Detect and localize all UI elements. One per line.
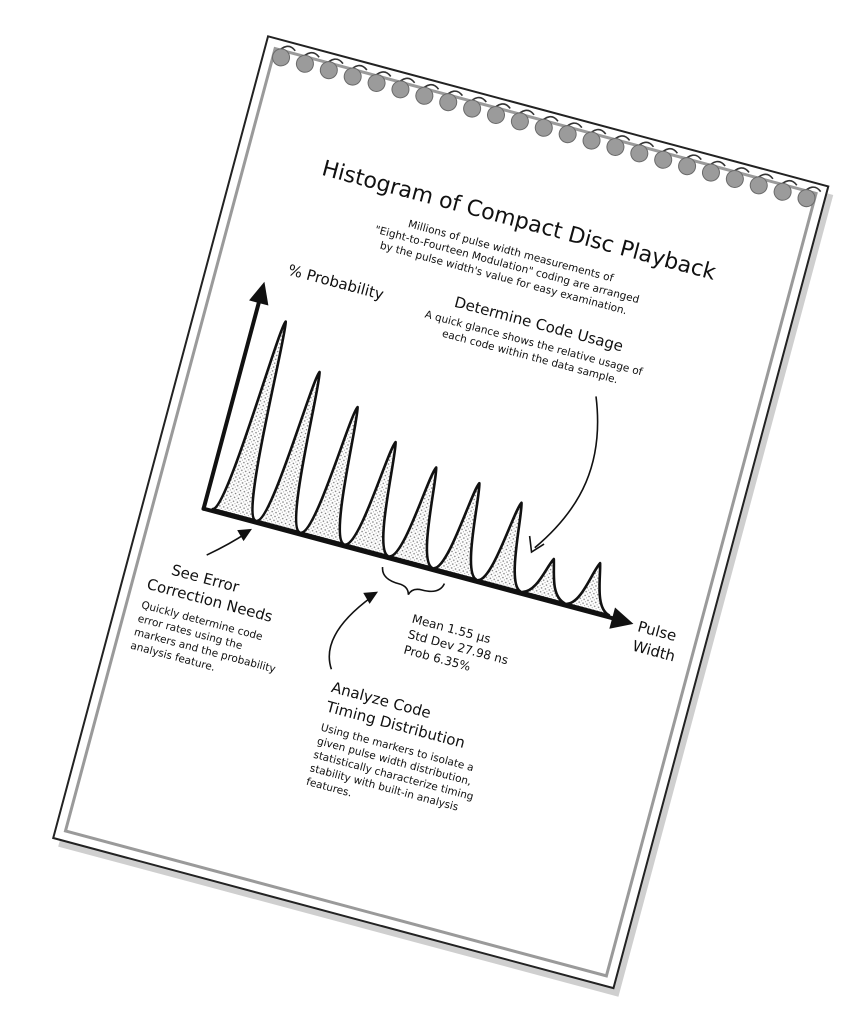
spiral-ring <box>701 163 720 182</box>
spiral-ring <box>367 73 386 92</box>
spiral-ring <box>510 112 529 131</box>
histogram-peaks <box>211 320 611 617</box>
spiral-ring <box>582 131 601 150</box>
spiral-ring <box>391 80 410 99</box>
bracket-icon <box>381 566 446 596</box>
arrow-head-icon <box>237 528 253 542</box>
arrow-head-icon <box>363 591 379 604</box>
notebook-page: Histogram of Compact Disc Playback Milli… <box>52 35 834 997</box>
histogram-peak <box>432 481 481 581</box>
spiral-ring <box>773 182 792 201</box>
histogram-peak <box>255 370 321 534</box>
x-axis-arrowhead-icon <box>609 607 634 629</box>
spiral-binding <box>272 45 822 208</box>
histogram-peak <box>476 501 523 593</box>
histogram-peak <box>344 440 397 558</box>
y-axis <box>201 291 264 511</box>
y-axis-arrowhead-icon <box>249 281 269 306</box>
histogram-peak <box>211 320 288 522</box>
spiral-ring <box>725 169 744 188</box>
marker-bracket <box>381 566 446 596</box>
page-sheet <box>52 35 830 990</box>
spiral-ring <box>558 125 577 144</box>
x-axis <box>201 506 621 622</box>
histogram-peak <box>520 557 566 605</box>
spiral-ring <box>343 67 362 86</box>
spiral-ring <box>797 189 816 208</box>
spiral-ring <box>534 118 553 137</box>
spiral-ring <box>319 61 338 80</box>
spiral-ring <box>678 157 697 176</box>
spiral-ring <box>295 54 314 73</box>
histogram-peak <box>388 466 438 570</box>
spiral-ring <box>749 176 768 195</box>
spiral-ring <box>463 99 482 118</box>
spiral-ring <box>439 93 458 112</box>
spiral-ring <box>630 144 649 163</box>
code-usage-arrow <box>534 396 599 549</box>
spiral-ring <box>415 86 434 105</box>
timing-arrow <box>328 596 372 670</box>
arrow-head-icon <box>528 535 545 554</box>
spiral-ring <box>272 48 291 67</box>
histogram-peak <box>299 405 359 546</box>
histogram-peak <box>565 561 611 617</box>
spiral-ring <box>487 105 506 124</box>
spiral-ring <box>654 150 673 169</box>
spiral-ring <box>606 137 625 156</box>
